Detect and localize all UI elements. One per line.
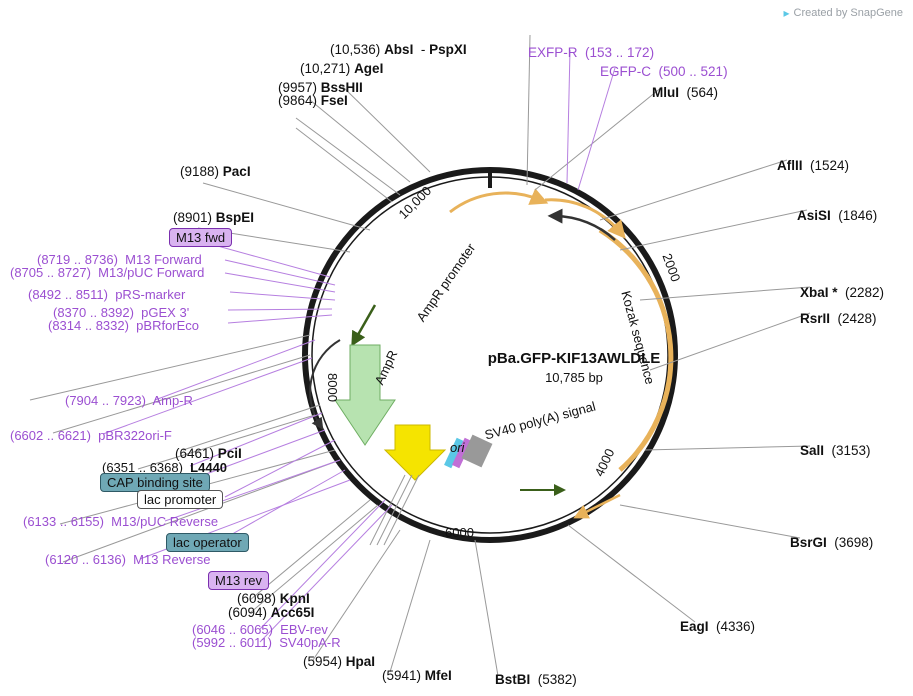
site-label-rsrII: RsrII (2428) <box>800 311 877 326</box>
site-label-pciI: (6461) PciI <box>175 446 242 461</box>
site-label-bspEI: (8901) BspEI <box>173 210 254 225</box>
site-label-aflII: AflII (1524) <box>777 158 849 173</box>
feature-label-m13pucreverse: (6133 .. 6155) M13/pUC Reverse <box>23 514 218 529</box>
site-label-hpaI: (5954) HpaI <box>303 654 375 669</box>
site-label-kpnI: (6098) KpnI <box>237 591 310 606</box>
tag-lacoperator: lac operator <box>166 533 249 552</box>
site-label-mluI: MluI (564) <box>652 85 718 100</box>
site-label-ageI: (10,271) AgeI <box>300 61 383 76</box>
site-label-salI: SalI (3153) <box>800 443 871 458</box>
tag-lacpromoter: lac promoter <box>137 490 223 509</box>
feature-label-egfpC: EGFP-C (500 .. 521) <box>600 64 728 79</box>
site-label-xbaI: XbaI * (2282) <box>800 285 884 300</box>
site-label-bstBI: BstBI (5382) <box>495 672 577 687</box>
site-label-bsrGI: BsrGI (3698) <box>790 535 873 550</box>
tick-label-6000: 6000 <box>445 525 474 540</box>
feature-label-m13pucforward: (8705 .. 8727) M13/pUC Forward <box>10 265 204 280</box>
plasmid-map-root: ▸ Created by SnapGene <box>0 0 913 696</box>
feature-label-pbr322orif: (6602 .. 6621) pBR322ori-F <box>10 428 172 443</box>
ori-arrow <box>385 425 445 480</box>
site-label-acc65I: (6094) Acc65I <box>228 605 314 620</box>
plasmid-size-label: 10,785 bp <box>444 370 704 385</box>
feature-label-pbrforeco: (8314 .. 8332) pBRforEco <box>48 318 199 333</box>
tag-m13rev: M13 rev <box>208 571 269 590</box>
plasmid-name-title: pBa.GFP-KIF13AWLDLE <box>444 350 704 367</box>
tag-m13fwd: M13 fwd <box>169 228 232 247</box>
site-label-eagI: EagI (4336) <box>680 619 755 634</box>
site-label-fseI: (9864) FseI <box>278 93 348 108</box>
site-label-mfeI: (5941) MfeI <box>382 668 452 683</box>
ampr-promoter-arrow <box>355 305 375 340</box>
tick-label-8000: 8000 <box>325 373 340 402</box>
plasmid-diagram-svg <box>0 0 913 696</box>
feature-label-sv40par: (5992 .. 6011) SV40pA-R <box>192 635 341 650</box>
feature-label-ampR: (7904 .. 7923) Amp-R <box>65 393 193 408</box>
site-label-asiSI: AsiSI (1846) <box>797 208 877 223</box>
feature-label-ori: ori <box>450 440 464 455</box>
site-label-absI: (10,536) AbsI - PspXI <box>330 42 467 57</box>
top-orange-arrow <box>450 193 540 212</box>
feature-label-exfpR: EXFP-R (153 .. 172) <box>528 45 654 60</box>
bottom-left-marker-lines <box>370 475 419 545</box>
site-label-pacI: (9188) PacI <box>180 164 251 179</box>
feature-label-prsmarker: (8492 .. 8511) pRS-marker <box>28 287 185 302</box>
feature-label-m13reverse: (6120 .. 6136) M13 Reverse <box>45 552 210 567</box>
